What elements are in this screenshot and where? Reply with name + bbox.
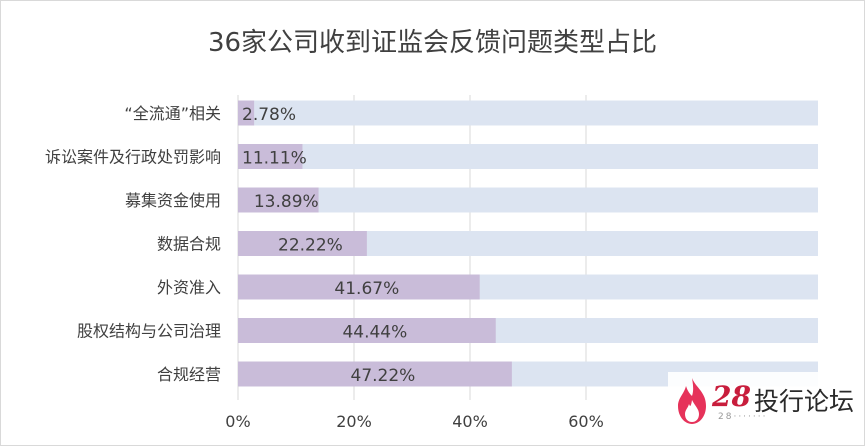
chart-title: 36家公司收到证监会反馈问题类型占比 (207, 28, 658, 58)
x-tick-label: 0% (225, 412, 250, 431)
category-label: 外资准入 (157, 278, 221, 297)
bar-track (238, 144, 818, 169)
watermark-sub: 28······· (718, 412, 768, 422)
x-tick-label: 40% (452, 412, 488, 431)
data-label: 13.89% (254, 192, 319, 212)
data-label: 41.67% (334, 279, 399, 299)
watermark-number: 28 (712, 380, 751, 413)
bar-track (238, 187, 818, 213)
data-label: 47.22% (351, 366, 416, 386)
bar (238, 187, 319, 213)
flame-icon (678, 378, 706, 424)
bar (238, 144, 303, 169)
bar (238, 318, 496, 343)
bar-track (238, 100, 818, 126)
bar (238, 231, 367, 256)
watermark-name: 投行论坛 (754, 387, 855, 416)
bar (238, 100, 255, 126)
category-label: 合规经营 (157, 365, 221, 384)
data-label: 11.11% (242, 149, 307, 169)
category-label: 数据合规 (157, 235, 221, 254)
category-label: 股权结构与公司治理 (77, 322, 221, 341)
bar (238, 361, 512, 387)
category-label: “全流通”相关 (124, 104, 221, 123)
data-label: 22.22% (278, 236, 343, 256)
x-tick-label: 20% (336, 412, 372, 431)
category-label: 募集资金使用 (125, 191, 221, 210)
watermark-logo: 28 投行论坛 28······· (668, 372, 858, 430)
data-label: 2.78% (242, 105, 296, 125)
x-tick-label: 60% (568, 412, 604, 431)
bar (238, 274, 480, 300)
data-label: 44.44% (342, 323, 407, 343)
category-label: 诉讼案件及行政处罚影响 (45, 148, 221, 167)
